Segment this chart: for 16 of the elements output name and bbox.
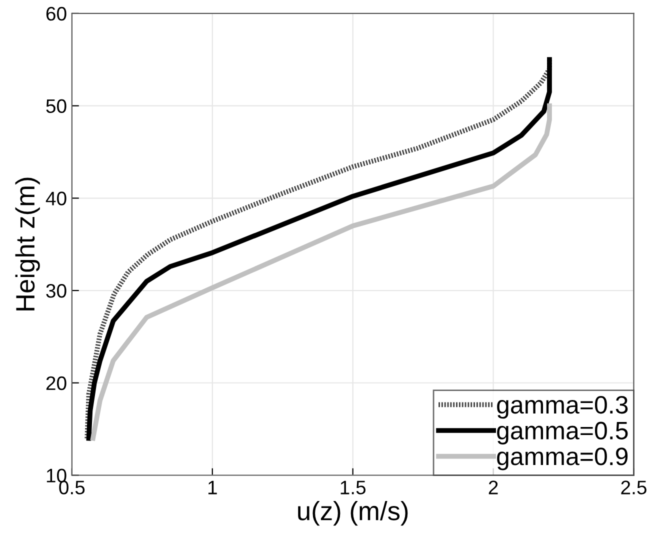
legend-label: gamma=0.3 bbox=[497, 396, 628, 419]
legend-label: gamma=0.5 bbox=[497, 422, 628, 444]
x-tick-label: 1.5 bbox=[340, 480, 366, 494]
y-tick-label: 30 bbox=[46, 284, 66, 298]
x-axis-title: u(z) (m/s) bbox=[298, 501, 408, 526]
x-tick-label: 2.5 bbox=[621, 480, 646, 494]
x-tick-label: 1 bbox=[208, 480, 217, 494]
y-axis-title: Height z(m) bbox=[15, 178, 40, 310]
y-tick-label: 50 bbox=[46, 99, 66, 114]
x-tick-label: 2 bbox=[488, 480, 498, 494]
legend-label: gamma=0.9 bbox=[497, 448, 628, 470]
y-tick-label: 20 bbox=[46, 376, 66, 390]
x-tick-label: 0.5 bbox=[59, 480, 85, 494]
y-tick-label: 40 bbox=[46, 192, 66, 206]
y-tick-label: 10 bbox=[46, 468, 66, 482]
y-tick-label: 60 bbox=[46, 6, 66, 21]
